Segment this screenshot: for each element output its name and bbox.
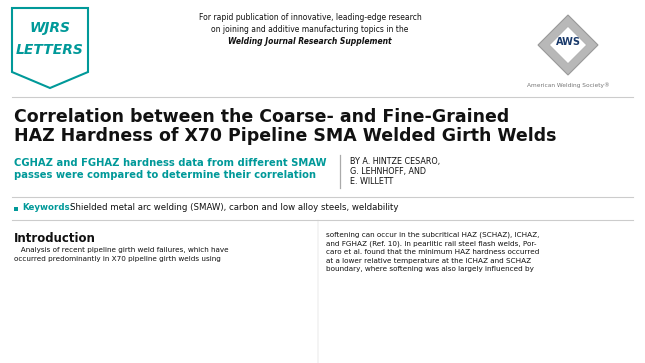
- FancyBboxPatch shape: [14, 207, 18, 211]
- Text: Welding Journal Research Supplement: Welding Journal Research Supplement: [228, 37, 392, 46]
- Text: occurred predominantly in X70 pipeline girth welds using: occurred predominantly in X70 pipeline g…: [14, 256, 221, 261]
- Text: BY A. HINTZE CESARO,: BY A. HINTZE CESARO,: [350, 157, 440, 166]
- Text: Analysis of recent pipeline girth weld failures, which have: Analysis of recent pipeline girth weld f…: [14, 247, 228, 253]
- Text: passes were compared to determine their correlation: passes were compared to determine their …: [14, 170, 316, 180]
- Polygon shape: [12, 8, 88, 88]
- Text: Correlation between the Coarse- and Fine-Grained: Correlation between the Coarse- and Fine…: [14, 108, 510, 126]
- Text: E. WILLETT: E. WILLETT: [350, 177, 393, 186]
- Polygon shape: [538, 15, 598, 75]
- Text: Introduction: Introduction: [14, 232, 96, 245]
- Text: HAZ Hardness of X70 Pipeline SMA Welded Girth Welds: HAZ Hardness of X70 Pipeline SMA Welded …: [14, 127, 557, 145]
- Text: Shielded metal arc welding (SMAW), carbon and low alloy steels, weldability: Shielded metal arc welding (SMAW), carbo…: [70, 204, 399, 212]
- Polygon shape: [550, 26, 586, 64]
- Text: AWS: AWS: [555, 37, 580, 47]
- Text: caro et al. found that the minimum HAZ hardness occurred: caro et al. found that the minimum HAZ h…: [326, 249, 539, 255]
- Text: at a lower relative temperature at the ICHAZ and SCHAZ: at a lower relative temperature at the I…: [326, 257, 531, 264]
- Text: on joining and additive manufacturing topics in the: on joining and additive manufacturing to…: [212, 25, 409, 34]
- Text: For rapid publication of innovative, leading-edge research: For rapid publication of innovative, lea…: [199, 13, 421, 23]
- Text: LETTERS: LETTERS: [16, 43, 84, 57]
- Text: CGHAZ and FGHAZ hardness data from different SMAW: CGHAZ and FGHAZ hardness data from diffe…: [14, 158, 326, 168]
- Text: American Welding Society®: American Welding Society®: [526, 82, 610, 88]
- Text: boundary, where softening was also largely influenced by: boundary, where softening was also large…: [326, 266, 534, 272]
- Text: softening can occur in the subcritical HAZ (SCHAZ), ICHAZ,: softening can occur in the subcritical H…: [326, 232, 539, 238]
- Text: Keywords:: Keywords:: [22, 204, 73, 212]
- Text: G. LEHNHOFF, AND: G. LEHNHOFF, AND: [350, 167, 426, 176]
- Text: WJRS: WJRS: [30, 21, 70, 35]
- Text: and FGHAZ (Ref. 10). In pearlitic rail steel flash welds, Por-: and FGHAZ (Ref. 10). In pearlitic rail s…: [326, 241, 537, 247]
